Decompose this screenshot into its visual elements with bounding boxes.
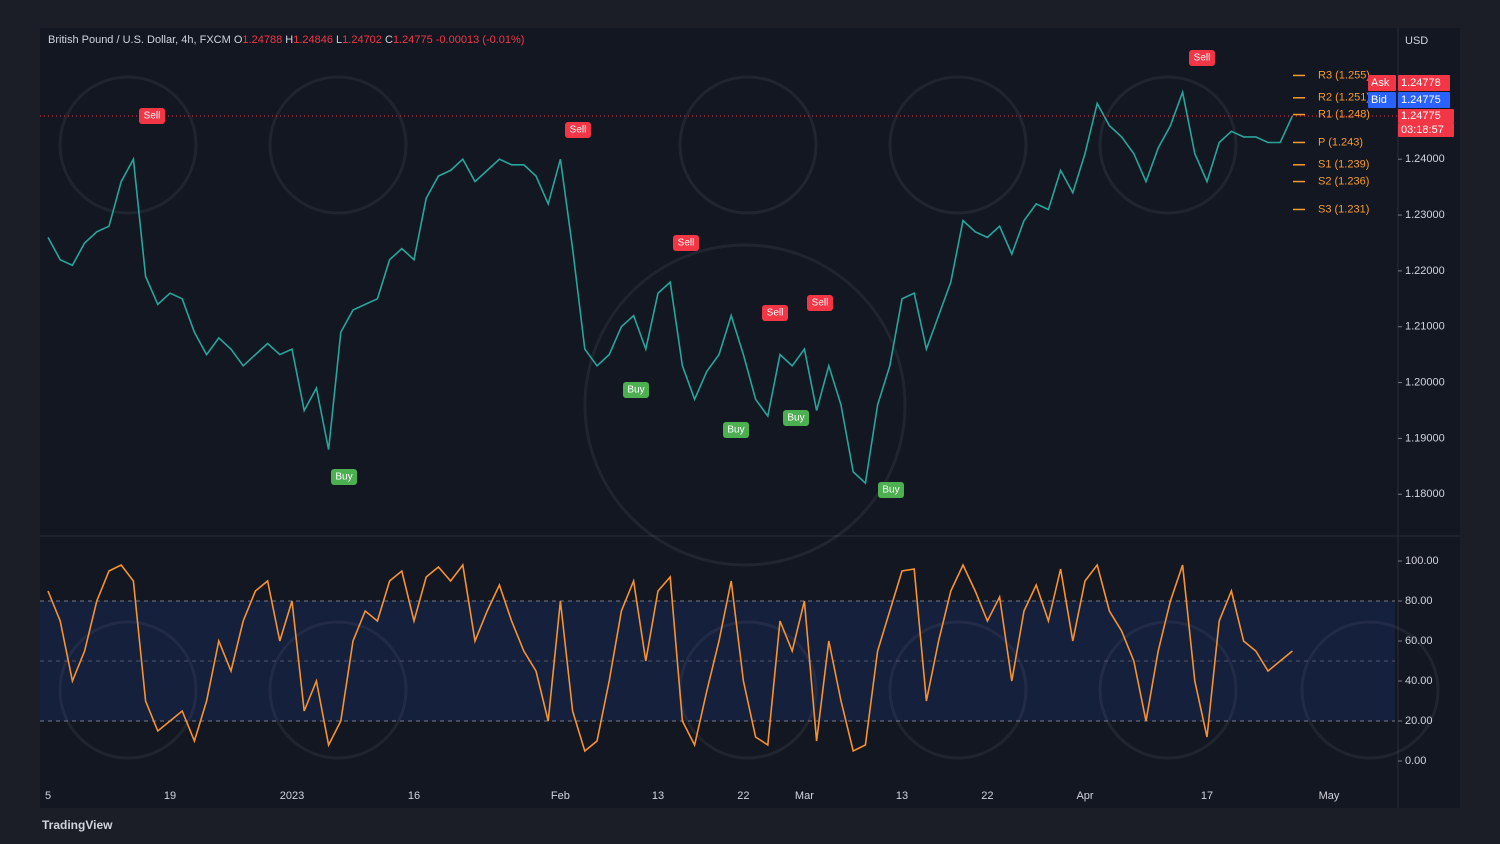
countdown-box xyxy=(1398,123,1454,137)
close-label: C xyxy=(384,34,393,46)
signal-label: Sell xyxy=(1194,53,1211,64)
change: -0.00013 (-0.01%) xyxy=(435,34,525,46)
x-tick-label: Mar xyxy=(795,790,814,802)
pivot-label: P (1.243) xyxy=(1318,136,1363,148)
y-tick-label: 20.00 xyxy=(1405,715,1433,727)
pivot-label: R2 (1.251) xyxy=(1318,92,1370,104)
ask-price-box xyxy=(1398,75,1450,91)
signal-box xyxy=(878,482,904,498)
x-tick-label: 22 xyxy=(981,790,993,802)
low: 1.24702 xyxy=(342,34,382,46)
x-tick-label: 13 xyxy=(896,790,908,802)
pivot-label: S2 (1.236) xyxy=(1318,175,1369,187)
low-label: L xyxy=(336,34,343,46)
y-tick-label: 1.24000 xyxy=(1405,153,1445,165)
y-tick-label: 40.00 xyxy=(1405,675,1433,687)
pivot-label: R1 (1.248) xyxy=(1318,108,1370,120)
open: 1.24788 xyxy=(242,34,283,46)
pivot-label: S3 (1.231) xyxy=(1318,203,1369,215)
signal-label: Buy xyxy=(882,485,899,496)
pivot-label: S1 (1.239) xyxy=(1318,159,1369,171)
chart-background xyxy=(40,28,1460,808)
bid-price: 1.24775 xyxy=(1401,94,1441,106)
x-tick-label: 19 xyxy=(164,790,176,802)
x-tick-label: 16 xyxy=(408,790,420,802)
ask-label-box xyxy=(1368,75,1396,91)
ask-price: 1.24778 xyxy=(1401,77,1441,89)
x-tick-label: 2023 xyxy=(280,790,304,802)
high: 1.24846 xyxy=(293,34,333,46)
currency-label: USD xyxy=(1405,35,1428,47)
y-tick-label: 1.20000 xyxy=(1405,376,1445,388)
signal-box xyxy=(807,295,833,311)
x-tick-label: Feb xyxy=(551,790,570,802)
signal-label: Sell xyxy=(767,308,784,319)
y-tick-label: 1.23000 xyxy=(1405,209,1445,221)
y-tick-label: 1.18000 xyxy=(1405,488,1445,500)
signal-label: Sell xyxy=(678,238,695,249)
signal-box xyxy=(1189,50,1215,66)
signal-box xyxy=(623,382,649,398)
signal-box xyxy=(565,122,591,138)
signal-label: Buy xyxy=(727,425,744,436)
signal-label: Buy xyxy=(627,385,644,396)
symbol: British Pound / U.S. Dollar, 4h, FXCM xyxy=(48,34,231,46)
close: 1.24775 xyxy=(392,34,433,46)
y-tick-label: 60.00 xyxy=(1405,635,1433,647)
y-tick-label: 0.00 xyxy=(1405,755,1426,767)
x-tick-label: 17 xyxy=(1201,790,1213,802)
signal-label: Buy xyxy=(335,472,352,483)
signal-box xyxy=(139,108,165,124)
high-label: H xyxy=(285,34,294,46)
series-line xyxy=(47,563,1293,753)
x-tick-label: 22 xyxy=(737,790,749,802)
signal-box xyxy=(723,422,749,438)
x-tick-label: Apr xyxy=(1076,790,1093,802)
header: British Pound / U.S. Dollar, 4h, FXCM O1… xyxy=(48,34,524,46)
signal-label: Sell xyxy=(812,298,829,309)
signal-box xyxy=(331,469,357,485)
watermark xyxy=(58,75,1440,760)
pivot-label: R3 (1.255) xyxy=(1318,69,1370,81)
series-line xyxy=(47,89,1294,485)
signal-box xyxy=(673,235,699,251)
bid-price-box xyxy=(1398,92,1450,108)
bid-label-box xyxy=(1368,92,1396,108)
signal-label: Buy xyxy=(787,413,804,424)
y-tick-label: 1.22000 xyxy=(1405,265,1445,277)
last-price-box xyxy=(1398,109,1454,123)
countdown: 03:18:57 xyxy=(1401,124,1444,136)
x-tick-label: 13 xyxy=(652,790,664,802)
open-label: O xyxy=(233,34,243,46)
signal-label: Sell xyxy=(144,111,161,122)
ask-label: Ask xyxy=(1371,77,1390,89)
y-tick-label: 1.19000 xyxy=(1405,432,1445,444)
y-tick-label: 1.21000 xyxy=(1405,321,1445,333)
signal-box xyxy=(783,410,809,426)
y-tick-label: 100.00 xyxy=(1405,555,1439,567)
bid-label: Bid xyxy=(1371,94,1387,106)
signal-box xyxy=(762,305,788,321)
y-tick-label: 80.00 xyxy=(1405,595,1433,607)
signal-label: Sell xyxy=(570,125,587,136)
footer-logo: TradingView xyxy=(42,818,113,832)
x-tick-label: 5 xyxy=(45,790,51,802)
x-tick-label: May xyxy=(1319,790,1340,802)
last-price: 1.24775 xyxy=(1401,110,1441,122)
